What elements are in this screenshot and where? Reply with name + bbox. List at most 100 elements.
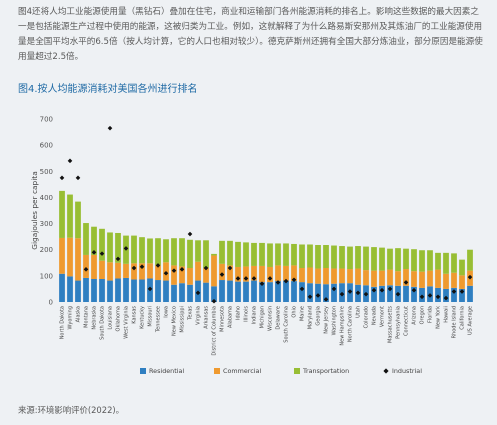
x-tick-label: Wyoming (68, 306, 74, 329)
industrial-marker (107, 125, 113, 131)
bar-residential (467, 285, 473, 302)
bar-transportation (363, 246, 369, 271)
x-tick-label: Massachusetts (388, 306, 394, 343)
x-tick-label: Illinois (244, 306, 250, 322)
bar-commercial (107, 262, 113, 281)
legend-swatch (140, 368, 146, 374)
industrial-marker (139, 264, 145, 270)
industrial-marker (91, 250, 97, 255)
legend-swatch (294, 368, 300, 374)
bar-residential (187, 284, 193, 302)
bar-transportation (235, 241, 241, 267)
bar-transportation (443, 252, 449, 274)
bar-commercial (427, 270, 433, 287)
bar-residential (107, 280, 113, 302)
bar-residential (123, 277, 129, 302)
bar-residential (59, 273, 65, 302)
bar-transportation (227, 240, 233, 266)
x-tick-label: Georgia (316, 306, 322, 326)
bar-commercial (323, 268, 329, 285)
bar-residential (243, 281, 249, 302)
bar-transportation (243, 242, 249, 267)
industrial-marker (67, 158, 73, 164)
bar-commercial (307, 267, 313, 284)
bar-commercial (203, 268, 209, 283)
bar-transportation (211, 253, 217, 256)
bar-commercial (211, 255, 217, 287)
bar-residential (443, 288, 449, 302)
bar-commercial (139, 263, 145, 280)
y-tick-label: 500 (40, 168, 53, 176)
bar-residential (275, 281, 281, 302)
industrial-marker (427, 293, 433, 298)
bar-transportation (171, 238, 177, 266)
x-tick-label: Pennsylvania (396, 306, 402, 339)
bar-commercial (171, 265, 177, 285)
bar-residential (211, 286, 217, 302)
industrial-marker (299, 286, 305, 292)
bar-transportation (219, 240, 225, 264)
industrial-marker (339, 291, 345, 297)
bar-commercial (155, 265, 161, 281)
industrial-marker (155, 263, 161, 268)
x-tick-label: Nevada (372, 306, 378, 325)
bar-residential (99, 278, 105, 302)
bar-residential (387, 285, 393, 302)
industrial-marker (59, 175, 65, 181)
bar-residential (403, 285, 409, 302)
industrial-marker (363, 291, 369, 297)
legend-label: Industrial (392, 367, 422, 375)
intro-paragraph: 图4还将人均工业能源使用量（黑钻石）叠加在住宅，商业和运输部门各州能源消耗的排名… (18, 7, 483, 62)
industrial-marker (451, 289, 457, 294)
bar-transportation (91, 226, 97, 255)
x-tick-label: Alabama (228, 306, 234, 328)
bar-transportation (355, 246, 361, 269)
bar-transportation (371, 247, 377, 271)
legend-swatch (214, 368, 220, 374)
x-tick-label: Oklahoma (116, 306, 122, 331)
bar-transportation (275, 243, 281, 266)
x-tick-label: Hawaii (444, 306, 450, 323)
industrial-markers (59, 125, 473, 304)
bar-residential (411, 286, 417, 302)
bar-transportation (259, 242, 265, 266)
x-tick-label: Wisconsin (268, 306, 274, 331)
industrial-marker (179, 267, 185, 272)
bar-commercial (443, 273, 449, 289)
bar-transportation (339, 246, 345, 269)
bars (59, 190, 473, 302)
industrial-marker (411, 287, 417, 293)
bar-commercial (123, 263, 129, 278)
bar-transportation (187, 239, 193, 269)
x-tick-label: Kentucky (140, 306, 146, 329)
bar-commercial (115, 262, 121, 279)
x-tick-label: Utah (356, 306, 362, 318)
y-tick-label: 200 (40, 246, 53, 254)
bar-transportation (99, 228, 105, 261)
bar-commercial (235, 266, 241, 282)
source-note: 来源:环境影响评价(2022)。 (18, 405, 125, 415)
bar-commercial (315, 268, 321, 284)
x-tick-label: California (460, 306, 466, 330)
bar-transportation (115, 232, 121, 263)
bar-commercial (267, 266, 273, 283)
bar-transportation (411, 249, 417, 272)
x-tick-label: Idaho (236, 306, 242, 320)
x-axis-labels: North Dakota Wyoming Alaska Montana Nebraska… (60, 306, 474, 356)
x-tick-label: New Jersey (324, 306, 330, 334)
bar-residential (235, 281, 241, 302)
industrial-marker (371, 287, 377, 293)
x-tick-label: US Average (468, 306, 474, 335)
legend-label: Residential (149, 367, 184, 375)
industrial-marker (355, 290, 361, 296)
bar-transportation (155, 238, 161, 266)
bar-commercial (355, 268, 361, 285)
bar-transportation (131, 235, 137, 264)
x-tick-label: Arkansas (204, 306, 210, 329)
bar-commercial (147, 263, 153, 279)
industrial-marker (171, 268, 177, 273)
industrial-marker (443, 295, 449, 301)
x-tick-label: South Dakota (100, 306, 106, 340)
bar-transportation (291, 243, 297, 266)
x-tick-label: Kansas (132, 306, 138, 324)
